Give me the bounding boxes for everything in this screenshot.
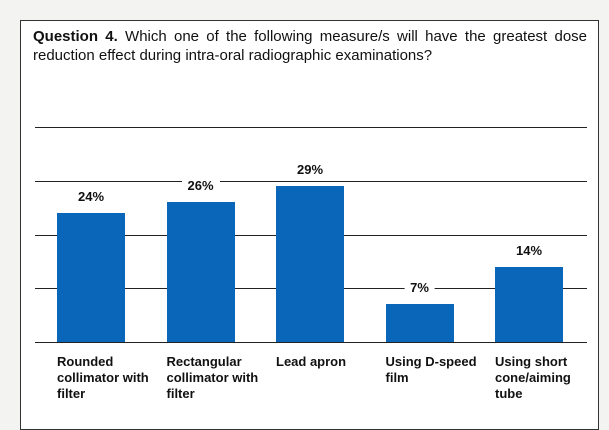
value-label: 14% — [509, 242, 549, 259]
value-label: 26% — [181, 178, 220, 195]
value-label: 24% — [71, 189, 111, 205]
bar — [57, 213, 125, 342]
category-label: Using D-speed film — [385, 354, 477, 385]
question-body: Which one of the following measure/s wil… — [33, 28, 587, 64]
bar — [495, 266, 563, 342]
category-label: Rounded collimator with filter — [57, 354, 149, 401]
grid-line — [35, 127, 587, 128]
page: {"chart_data": {"type": "bar", "title_pr… — [20, 20, 599, 430]
category-label: Rectangular collimator with filter — [166, 354, 259, 401]
value-label: 29% — [290, 162, 330, 179]
bar — [276, 186, 344, 342]
bar — [385, 304, 454, 342]
question-panel: Question 4. Which one of the following m… — [20, 20, 599, 430]
question-text: Question 4. Which one of the following m… — [33, 27, 587, 65]
grid-line — [35, 180, 587, 182]
question-number: Question 4. — [33, 28, 118, 45]
bar — [166, 202, 235, 342]
value-label: 7% — [404, 280, 435, 297]
grid-line — [35, 342, 587, 343]
category-label: Lead apron — [276, 354, 347, 369]
category-label: Using short cone/aiming tube — [495, 354, 571, 401]
